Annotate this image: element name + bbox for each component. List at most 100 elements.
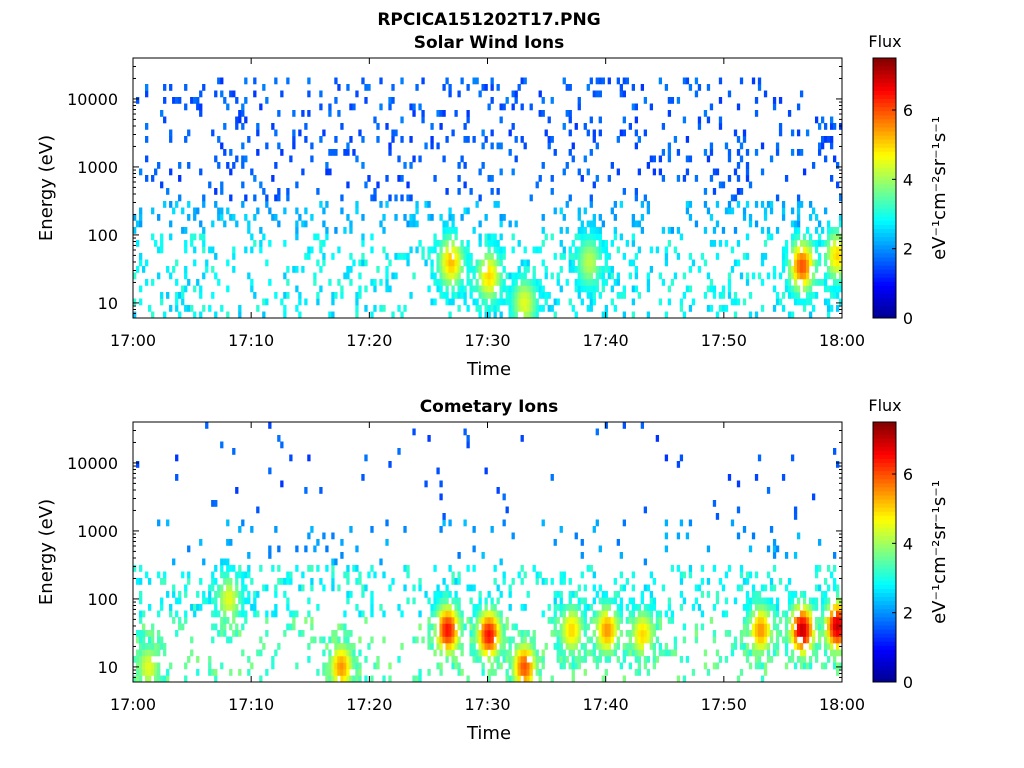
heatmap-cell (364, 285, 368, 293)
heatmap-cell (388, 285, 392, 293)
heatmap-cell (820, 610, 825, 618)
heatmap-cell (322, 649, 326, 657)
heatmap-cell (748, 311, 753, 319)
heatmap-cell (568, 604, 572, 611)
heatmap-cell (625, 578, 629, 585)
heatmap-cell (739, 630, 744, 637)
heatmap-cell (289, 623, 293, 631)
heatmap-cell (787, 285, 792, 293)
heatmap-cell (337, 110, 341, 117)
heatmap-cell (724, 610, 729, 618)
heatmap-cell (769, 656, 774, 663)
heatmap-cell (667, 110, 672, 117)
heatmap-cell (235, 630, 239, 637)
heatmap-cell (541, 285, 545, 293)
heatmap-cell (472, 298, 476, 306)
heatmap-cell (487, 591, 491, 598)
heatmap-cell (433, 279, 437, 286)
heatmap-cell (742, 298, 747, 306)
heatmap-cell (646, 623, 651, 631)
heatmap-cell (832, 246, 837, 254)
heatmap-cell (811, 279, 816, 286)
heatmap-cell (283, 240, 287, 247)
heatmap-cell (436, 604, 440, 611)
heatmap-cell (634, 636, 639, 644)
heatmap-cell (229, 623, 233, 631)
heatmap-cell (547, 142, 551, 150)
heatmap-cell (667, 597, 672, 605)
heatmap-cell (448, 610, 452, 618)
heatmap-cell (799, 662, 804, 670)
heatmap-cell (514, 272, 518, 280)
heatmap-cell (526, 279, 530, 286)
heatmap-cell (463, 519, 467, 527)
heatmap-cell (445, 636, 449, 644)
heatmap-cell (559, 643, 563, 650)
heatmap-cell (334, 669, 338, 676)
heatmap-cell (487, 305, 491, 312)
heatmap-cell (733, 227, 738, 234)
heatmap-cell (667, 149, 672, 156)
colorbar-tick-label: 6 (903, 101, 913, 120)
heatmap-cell (661, 649, 666, 657)
heatmap-cell (205, 422, 209, 429)
heatmap-cell (745, 233, 750, 241)
heatmap-cell (484, 292, 488, 299)
heatmap-cell (754, 617, 759, 624)
heatmap-cell (412, 597, 416, 605)
heatmap-cell (178, 162, 182, 169)
heatmap-cell (202, 558, 206, 566)
heatmap-cell (412, 214, 416, 221)
heatmap-cell (163, 311, 167, 319)
heatmap-cell (181, 285, 185, 293)
heatmap-cell (745, 649, 750, 657)
heatmap-cell (742, 214, 747, 221)
colorbar-swatch (873, 289, 896, 295)
heatmap-cell (307, 597, 311, 605)
heatmap-cell (298, 214, 302, 221)
heatmap-cell (439, 591, 443, 598)
heatmap-cell (634, 266, 639, 273)
heatmap-cell (286, 188, 290, 195)
heatmap-cell (469, 253, 473, 260)
heatmap-cell (370, 246, 374, 254)
heatmap-cell (481, 610, 485, 618)
heatmap-cell (793, 513, 798, 520)
heatmap-cell (550, 97, 554, 104)
heatmap-cell (802, 630, 807, 637)
heatmap-cell (559, 610, 563, 618)
heatmap-cell (259, 649, 263, 657)
heatmap-cell (472, 285, 476, 293)
heatmap-cell (583, 240, 587, 247)
heatmap-cell (577, 233, 581, 241)
heatmap-cell (397, 155, 401, 163)
heatmap-cell (511, 246, 515, 254)
heatmap-cell (502, 253, 506, 260)
heatmap-cell (796, 129, 801, 137)
heatmap-cell (499, 636, 503, 644)
heatmap-cell (829, 116, 834, 124)
heatmap-cell (268, 279, 272, 286)
heatmap-cell (514, 623, 518, 631)
heatmap-cell (346, 214, 350, 221)
heatmap-cell (514, 649, 518, 657)
heatmap-cell (589, 565, 593, 572)
colorbar-swatch (873, 552, 896, 557)
heatmap-cell (712, 285, 717, 293)
heatmap-cell (802, 168, 807, 176)
heatmap-cell (499, 103, 503, 111)
heatmap-cell (427, 246, 431, 254)
heatmap-cell (736, 188, 741, 195)
colorbar-swatch (873, 106, 896, 112)
heatmap-cell (649, 266, 654, 273)
heatmap-cell (796, 272, 801, 280)
heatmap-cell (466, 240, 470, 247)
heatmap-cell (514, 279, 518, 286)
heatmap-cell (799, 643, 804, 650)
heatmap-cell (421, 110, 425, 117)
heatmap-cell (652, 630, 657, 637)
heatmap-cell (610, 285, 614, 293)
heatmap-cell (613, 201, 617, 208)
colorbar-swatch (873, 499, 896, 504)
colorbar-swatch (873, 66, 896, 71)
